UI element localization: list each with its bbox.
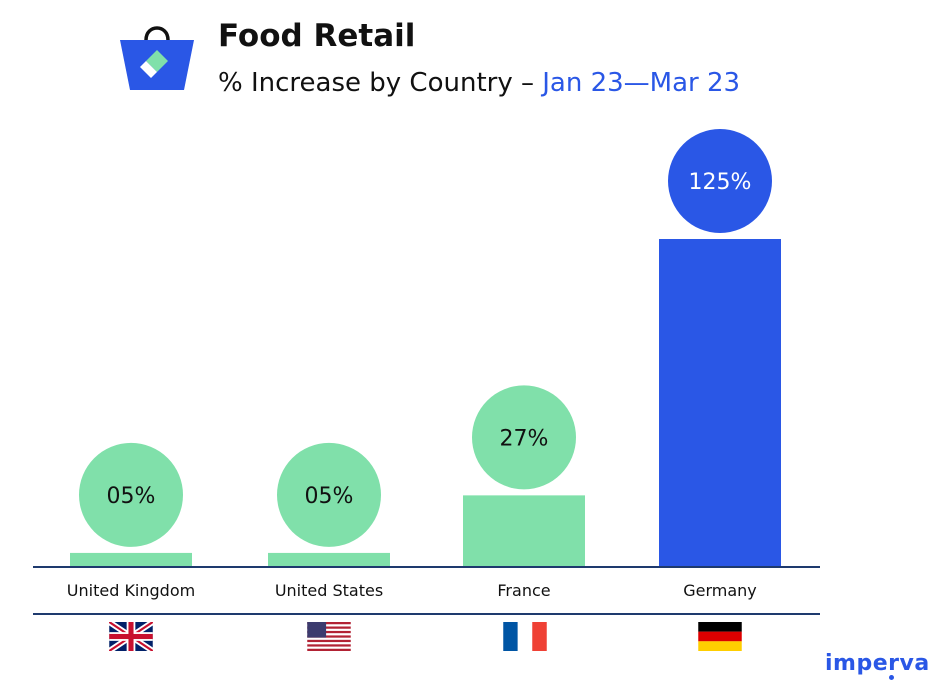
data-label-1: 05% <box>305 484 354 509</box>
uk-flag-icon <box>109 622 153 651</box>
data-label-circle-0 <box>79 442 183 547</box>
imperva-logo-text: imperva <box>825 651 930 676</box>
data-label-2: 27% <box>500 426 549 451</box>
chart-subtitle: % Increase by Country – Jan 23—Mar 23 <box>218 68 740 98</box>
chart-title: Food Retail <box>218 18 416 54</box>
germany-flag-icon <box>698 622 742 651</box>
shopping-basket-icon <box>120 26 194 90</box>
data-label-circle-3 <box>668 129 772 233</box>
logo-dot <box>889 675 894 680</box>
category-label-2: France <box>497 581 550 600</box>
subtitle-prefix: % Increase by Country – <box>218 68 543 98</box>
category-label-0: United Kingdom <box>67 581 195 600</box>
category-label-1: United States <box>275 581 383 600</box>
data-label-0: 05% <box>107 484 156 509</box>
data-label-3: 125% <box>689 170 752 195</box>
bar-0 <box>70 552 192 566</box>
bar-chart-svg: 05% United Kingdom 05% United States 27% Fran… <box>33 129 820 615</box>
chart-header: Food Retail % Increase by Country – Jan … <box>0 0 936 110</box>
imperva-logo: imperva <box>825 651 930 680</box>
category-label-3: Germany <box>683 581 757 600</box>
bar-2 <box>463 495 585 566</box>
bar-chart: 05% United Kingdom 05% United States 27% Fran… <box>0 110 936 670</box>
subtitle-period: Jan 23—Mar 23 <box>542 68 741 98</box>
france-flag-icon <box>503 622 547 651</box>
bar-3 <box>659 239 781 566</box>
us-flag-icon <box>307 622 351 651</box>
data-label-circle-2 <box>472 385 576 490</box>
data-label-circle-1 <box>277 442 381 547</box>
bar-1 <box>268 552 390 566</box>
